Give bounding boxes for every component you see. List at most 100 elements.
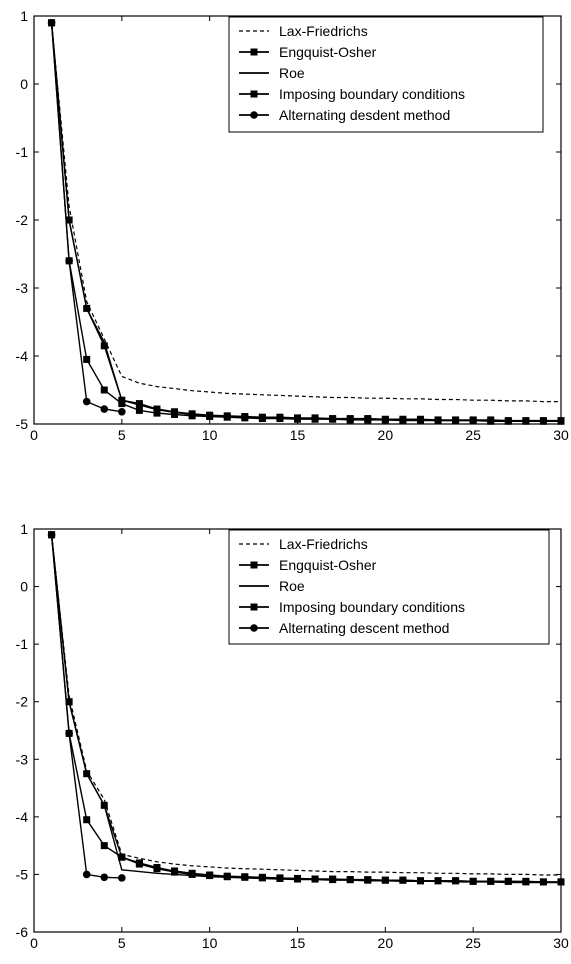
series-line-1 [51, 22, 561, 403]
series-line-1 [51, 534, 561, 876]
series-point [452, 417, 460, 425]
series-point [329, 415, 337, 423]
y-tick-label: -3 [16, 751, 29, 767]
series-point [557, 878, 565, 886]
y-tick-label: -2 [16, 694, 29, 710]
series-point [223, 413, 231, 421]
series-point [118, 853, 126, 861]
series-point [118, 400, 126, 408]
series-point [469, 417, 477, 425]
x-tick-label: 10 [202, 935, 218, 951]
series-point [82, 870, 91, 879]
y-tick-label: -3 [16, 280, 29, 296]
series-point [434, 417, 442, 425]
series-point [65, 729, 73, 738]
x-tick-label: 10 [202, 427, 218, 443]
series-point [346, 876, 354, 884]
legend-marker [250, 111, 258, 119]
series-point [100, 386, 108, 394]
x-tick-label: 0 [30, 427, 38, 443]
series-point [522, 417, 530, 425]
series-point [487, 417, 495, 425]
series-point [188, 870, 196, 878]
series-point [557, 417, 565, 425]
x-tick-label: 15 [290, 935, 306, 951]
series-point [135, 400, 143, 408]
y-tick-label: 1 [20, 8, 28, 24]
series-point [135, 406, 143, 414]
series-point [82, 397, 91, 406]
series-point [416, 417, 424, 425]
series-point [206, 413, 214, 421]
series-point [294, 875, 301, 883]
series-point [241, 414, 249, 422]
series-point [258, 874, 266, 882]
series-point [206, 872, 214, 880]
series-point [188, 412, 196, 420]
series-point [135, 860, 143, 868]
y-tick-label: 0 [20, 76, 28, 92]
legend-label: Engquist-Osher [279, 557, 377, 573]
series-point [416, 877, 424, 885]
series-point [504, 417, 512, 425]
x-tick-label: 0 [30, 935, 38, 951]
y-tick-label: -1 [16, 636, 29, 652]
x-tick-label: 30 [553, 427, 569, 443]
series-point [100, 405, 109, 413]
series-point [522, 877, 530, 885]
series-point [364, 876, 372, 884]
series-point [100, 342, 108, 350]
x-tick-label: 5 [118, 935, 126, 951]
chart-top: 0 5 10 15 20 25 3010-1-2-3-4-5Lax-FriedrichsEn… [16, 8, 569, 443]
legend-box [228, 529, 550, 645]
x-tick-label: 15 [290, 427, 306, 443]
series-point [434, 877, 442, 885]
series-point [171, 410, 179, 418]
series-point [539, 417, 547, 425]
series-point [153, 409, 161, 417]
legend-label: Roe [279, 65, 305, 81]
series-point [83, 816, 91, 824]
series-point [381, 876, 389, 884]
legend-marker [250, 603, 258, 611]
y-tick-label: -2 [16, 212, 29, 228]
series-point [329, 876, 337, 884]
legend-label: Imposing boundary conditions [279, 599, 465, 615]
series-point [399, 876, 407, 884]
series-point [276, 415, 284, 423]
legend-marker [250, 561, 258, 569]
chart-bottom: 0 5 10 15 20 25 3010-1-2-3-4-5-6Lax-Friedrichs… [16, 521, 569, 951]
series-point [47, 530, 56, 539]
y-tick-label: 0 [20, 579, 28, 595]
series-point [47, 19, 56, 27]
x-tick-label: 20 [378, 427, 394, 443]
legend-marker [250, 624, 258, 632]
series-point [118, 407, 126, 416]
x-tick-label: 25 [465, 427, 481, 443]
series-point [118, 874, 126, 882]
y-tick-label: -1 [16, 144, 29, 160]
series-point [469, 877, 477, 885]
series-point [487, 877, 495, 885]
y-tick-label: -4 [16, 348, 29, 364]
series-point [399, 417, 407, 425]
series-point [294, 415, 301, 423]
x-tick-label: 30 [553, 935, 569, 951]
series-point [311, 415, 319, 423]
series-point [381, 416, 389, 424]
legend-box [228, 16, 544, 133]
series-point [364, 416, 372, 424]
series-point [153, 865, 161, 873]
series-point [83, 355, 91, 363]
y-tick-label: 1 [20, 521, 28, 537]
series-point [311, 875, 319, 883]
series-point [276, 874, 284, 882]
series-point [504, 877, 512, 885]
series-point [171, 868, 179, 876]
y-tick-label: -4 [16, 809, 29, 825]
legend-label: Alternating desdent method [279, 107, 450, 123]
series-point [346, 416, 354, 424]
x-tick-label: 20 [378, 935, 394, 951]
x-tick-label: 5 [118, 427, 126, 443]
legend-label: Lax-Friedrichs [279, 23, 368, 39]
